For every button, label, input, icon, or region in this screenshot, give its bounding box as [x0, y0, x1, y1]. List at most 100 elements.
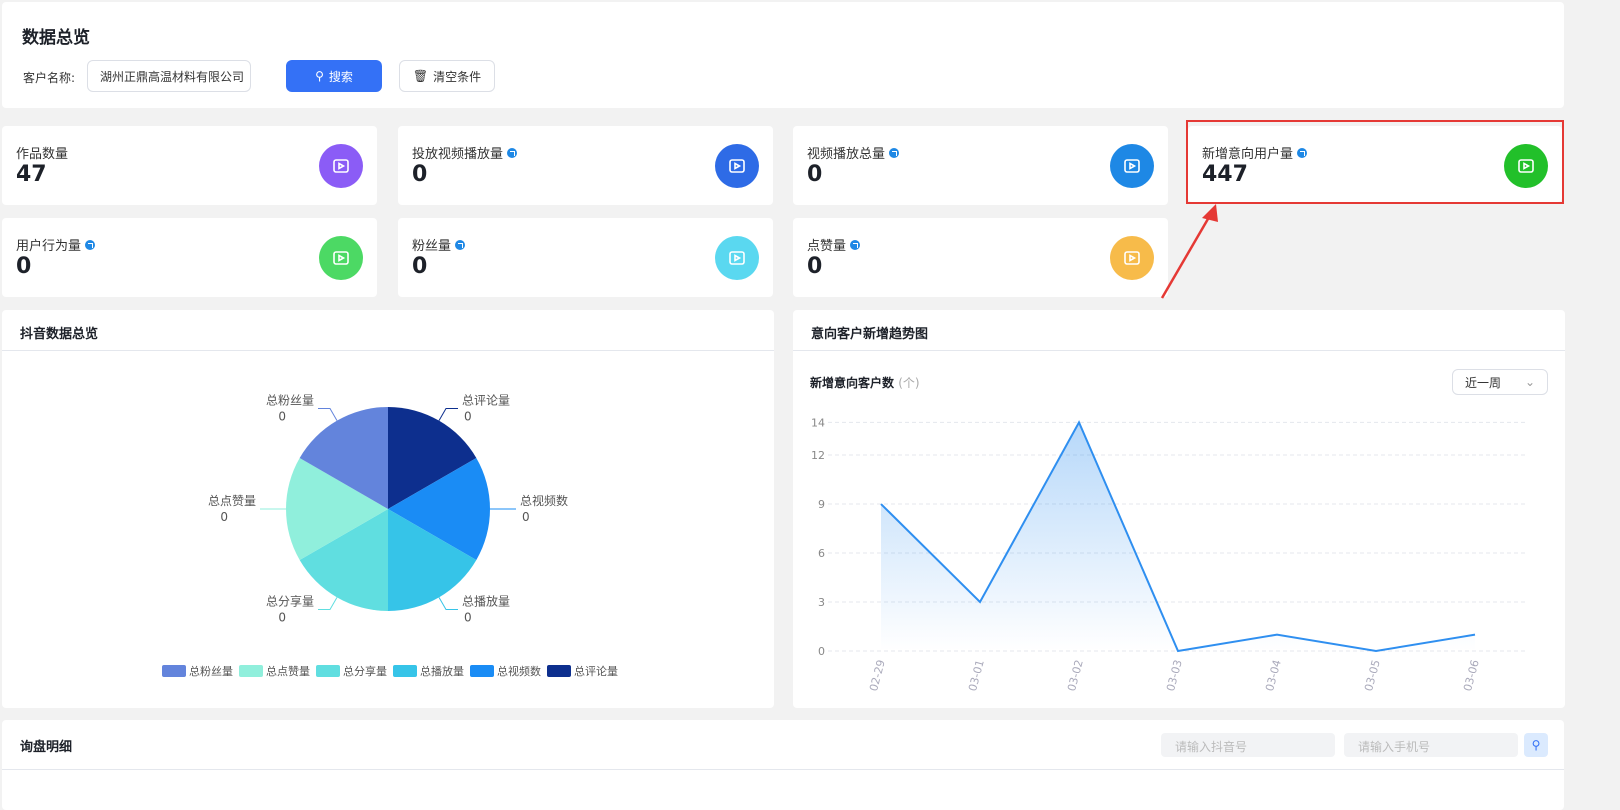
card-value: 0 — [412, 254, 428, 279]
legend-swatch[interactable] — [470, 665, 494, 677]
info-icon[interactable] — [85, 239, 96, 250]
stat-card: 作品数量 47 — [2, 126, 377, 205]
y-tick-label: 6 — [818, 547, 825, 560]
pie-slice[interactable] — [299, 509, 388, 611]
card-value: 447 — [1202, 162, 1248, 187]
legend-swatch[interactable] — [393, 665, 417, 677]
inquiry-search-button[interactable]: ⚲ — [1524, 733, 1548, 757]
legend-label[interactable]: 总点赞量 — [266, 664, 310, 678]
annotation-arrow — [1160, 204, 1218, 299]
pie-slice[interactable] — [388, 407, 477, 509]
x-tick-label: 02-29 — [867, 658, 888, 692]
pie-slice[interactable] — [388, 458, 490, 560]
card-value: 0 — [16, 254, 32, 279]
card-label: 视频播放总量 — [807, 143, 900, 162]
chart-title: 新增意向客户数 (个) — [810, 376, 920, 390]
info-icon[interactable] — [850, 239, 861, 250]
series-line — [880, 420, 1476, 653]
legend-swatch[interactable] — [547, 665, 571, 677]
search-icon: ⚲ — [1531, 738, 1541, 752]
legend-swatch[interactable] — [316, 665, 340, 677]
highlight-box — [1186, 120, 1564, 204]
trend-panel: 意向客户新增趋势图 新增意向客户数 (个) 近一周 ⌄ 0 3 6 9 12 14 02-29… — [793, 310, 1565, 708]
info-icon[interactable] — [889, 147, 900, 158]
page-title: 数据总览 — [22, 28, 90, 48]
x-tick-label: 03-04 — [1263, 658, 1284, 692]
user-icon — [1504, 144, 1548, 188]
pie-label: 总分享量 — [266, 593, 314, 608]
x-tick-label: 03-03 — [1164, 658, 1185, 692]
line-chart: 0 3 6 9 12 14 02-29 03-01 03-02 03-03 03-04 03-05 03… — [811, 416, 1528, 693]
legend-swatch[interactable] — [239, 665, 263, 677]
label-line — [318, 408, 338, 421]
card-label: 作品数量 — [16, 147, 69, 162]
douyin-title: 抖音数据总览 — [2, 310, 774, 351]
x-tick-label: 03-05 — [1362, 658, 1383, 692]
legend-swatch[interactable] — [162, 665, 186, 677]
x-tick-label: 03-01 — [966, 658, 987, 692]
card-label: 新增意向用户量 — [1202, 143, 1308, 162]
play-square-icon — [715, 144, 759, 188]
pie-slice[interactable] — [388, 509, 477, 611]
y-tick-label: 9 — [818, 498, 825, 511]
legend-label[interactable]: 总评论量 — [574, 664, 618, 678]
user-action-icon — [319, 236, 363, 280]
pie-label: 总视频数 — [520, 493, 568, 508]
info-icon[interactable] — [507, 147, 518, 158]
header-panel: 数据总览 客户名称: 湖州正鼎高温材料有限公司 ⚲ 搜索 🗑 清空条件 — [2, 2, 1564, 108]
pie-label: 总评论量 — [462, 394, 510, 408]
inquiry-title: 询盘明细 — [2, 720, 1564, 770]
stat-card: 视频播放总量 0 — [793, 126, 1168, 205]
pie-value: 0 — [278, 410, 286, 424]
douyin-id-input[interactable]: 请输入抖音号 — [1161, 733, 1335, 757]
fans-icon — [715, 236, 759, 280]
pie-value: 0 — [278, 610, 286, 624]
label-line — [438, 408, 458, 421]
legend-label[interactable]: 总粉丝量 — [189, 664, 233, 678]
pie-label: 总点赞量 — [208, 494, 256, 508]
stat-card: 粉丝量 0 — [398, 218, 773, 297]
range-select[interactable]: 近一周 ⌄ — [1452, 369, 1548, 395]
clear-button[interactable]: 🗑 清空条件 — [399, 60, 495, 92]
x-tick-label: 03-02 — [1065, 658, 1086, 692]
legend-label[interactable]: 总分享量 — [343, 664, 387, 678]
pie-value: 0 — [220, 510, 228, 524]
card-label: 粉丝量 — [412, 235, 466, 254]
trash-icon: 🗑 — [412, 69, 429, 83]
card-value: 0 — [807, 162, 823, 187]
pie-slice[interactable] — [299, 407, 388, 509]
stat-card: 投放视频播放量 0 — [398, 126, 773, 205]
legend-label[interactable]: 总视频数 — [497, 664, 541, 678]
douyin-panel: 抖音数据总览 总评论量 0 总视频数 0 总播放量 0 总分享量 0 总点赞量 0 总粉丝量 0 总粉丝… — [2, 310, 774, 708]
pie-value: 0 — [464, 610, 472, 624]
area-fill — [881, 422, 1475, 651]
chevron-down-icon: ⌄ — [1524, 375, 1535, 389]
stat-card: 用户行为量 0 — [2, 218, 377, 297]
customer-input[interactable]: 湖州正鼎高温材料有限公司 — [87, 60, 251, 92]
pie-value: 0 — [522, 510, 530, 524]
thumbs-up-icon — [1110, 236, 1154, 280]
card-label: 投放视频播放量 — [412, 143, 518, 162]
legend-label[interactable]: 总播放量 — [420, 664, 464, 678]
label-line — [438, 597, 458, 610]
stat-card: 新增意向用户量 447 — [1188, 126, 1562, 202]
info-icon[interactable] — [455, 239, 466, 250]
trend-title: 意向客户新增趋势图 — [793, 310, 1565, 351]
y-tick-label: 14 — [811, 416, 825, 429]
video-icon — [319, 144, 363, 188]
pie-value: 0 — [464, 410, 472, 424]
card-label: 用户行为量 — [16, 235, 96, 254]
search-button[interactable]: ⚲ 搜索 — [286, 60, 382, 92]
y-tick-label: 0 — [818, 645, 825, 658]
x-tick-label: 03-06 — [1461, 658, 1482, 692]
phone-input[interactable]: 请输入手机号 — [1344, 733, 1518, 757]
card-label: 点赞量 — [807, 235, 861, 254]
info-icon[interactable] — [1297, 147, 1308, 158]
y-tick-label: 3 — [818, 596, 825, 609]
label-line — [318, 597, 338, 610]
pie-slice[interactable] — [286, 458, 388, 560]
stat-card: 点赞量 0 — [793, 218, 1168, 297]
y-tick-label: 12 — [811, 449, 825, 462]
pie-label: 总粉丝量 — [266, 394, 314, 408]
